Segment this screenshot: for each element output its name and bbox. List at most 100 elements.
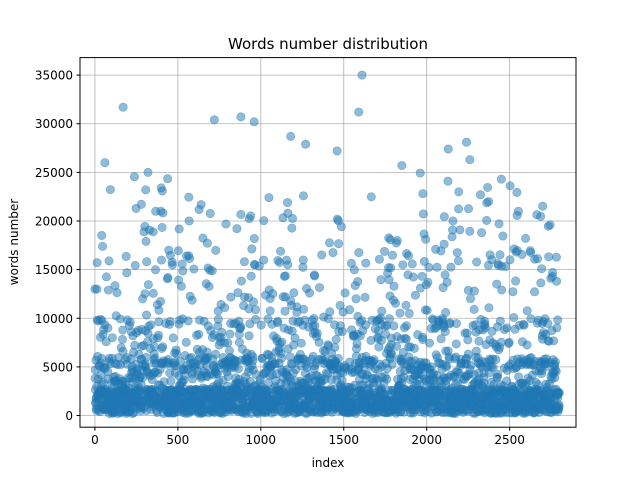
data-point [158, 342, 168, 352]
data-point [330, 342, 340, 352]
x-tick-label: 2000 [411, 433, 442, 447]
data-point [353, 276, 363, 286]
data-point [553, 315, 563, 325]
data-point [360, 292, 370, 302]
data-point [454, 187, 464, 197]
data-point [387, 360, 397, 370]
data-point [163, 174, 173, 184]
data-point [217, 327, 227, 337]
data-point [469, 286, 479, 296]
data-point [236, 209, 246, 219]
data-point [494, 219, 504, 229]
y-tick-label: 10000 [35, 312, 73, 326]
data-point [142, 310, 152, 320]
data-point [204, 281, 214, 291]
data-point [354, 248, 364, 258]
data-point [141, 352, 151, 362]
data-point [105, 185, 115, 195]
data-point [129, 172, 139, 182]
data-point [283, 260, 293, 270]
data-point [286, 131, 296, 141]
data-point [148, 288, 158, 298]
data-point [401, 334, 411, 344]
data-point [287, 223, 297, 233]
data-point [345, 305, 355, 315]
data-point [545, 220, 555, 230]
data-point [487, 255, 497, 265]
data-point [337, 327, 347, 337]
data-point [121, 251, 131, 261]
data-point [334, 239, 344, 249]
data-point [328, 248, 338, 258]
data-point [441, 307, 451, 317]
data-point [157, 222, 167, 232]
data-point [530, 287, 540, 297]
data-point [166, 376, 176, 386]
data-point [391, 298, 401, 308]
data-point [552, 323, 562, 333]
data-point [380, 246, 390, 256]
data-point [143, 167, 153, 177]
x-tick-label: 0 [91, 433, 99, 447]
data-point [333, 354, 343, 364]
data-point [462, 137, 472, 147]
data-point [213, 314, 223, 324]
data-point [315, 283, 325, 293]
data-point [221, 219, 231, 229]
data-point [495, 250, 505, 260]
data-point [168, 333, 178, 343]
data-point [441, 362, 451, 372]
data-point [361, 258, 371, 268]
data-point [466, 360, 476, 370]
data-point [384, 275, 394, 285]
data-point [310, 271, 320, 281]
x-tick-label: 2500 [494, 433, 525, 447]
data-point [519, 320, 529, 330]
data-point [290, 333, 300, 343]
data-point [422, 305, 432, 315]
data-point [401, 321, 411, 331]
data-point [184, 192, 194, 202]
data-point [97, 230, 107, 240]
data-point [249, 234, 259, 244]
data-point [464, 204, 474, 214]
data-point [202, 238, 212, 248]
data-point [314, 337, 324, 347]
data-point [181, 337, 191, 347]
data-point [498, 231, 508, 241]
data-point [425, 338, 435, 348]
data-point [163, 273, 173, 283]
data-points [90, 70, 564, 419]
data-point [248, 352, 258, 362]
data-point [491, 355, 501, 365]
data-point [118, 102, 128, 112]
data-point [251, 305, 261, 315]
data-point [453, 256, 463, 266]
data-point [117, 334, 127, 344]
data-point [522, 340, 532, 350]
data-point [98, 241, 108, 251]
data-point [482, 215, 492, 225]
data-point [256, 320, 266, 330]
data-point [183, 316, 193, 326]
data-point [398, 260, 408, 270]
data-point [205, 208, 215, 218]
data-point [439, 212, 449, 222]
data-point [223, 338, 233, 348]
data-point [440, 327, 450, 337]
data-point [511, 276, 521, 286]
y-tick-label: 35000 [35, 69, 73, 83]
data-point [526, 247, 536, 257]
data-point [423, 277, 433, 287]
data-point [156, 255, 166, 265]
data-point [443, 144, 453, 154]
y-tick-label: 20000 [35, 215, 73, 229]
data-point [336, 222, 346, 232]
data-point [463, 335, 473, 345]
data-point [298, 191, 308, 201]
data-point [407, 259, 417, 269]
y-axis-label: words number [7, 199, 21, 285]
y-tick-label: 0 [65, 409, 73, 423]
data-point [552, 276, 562, 286]
